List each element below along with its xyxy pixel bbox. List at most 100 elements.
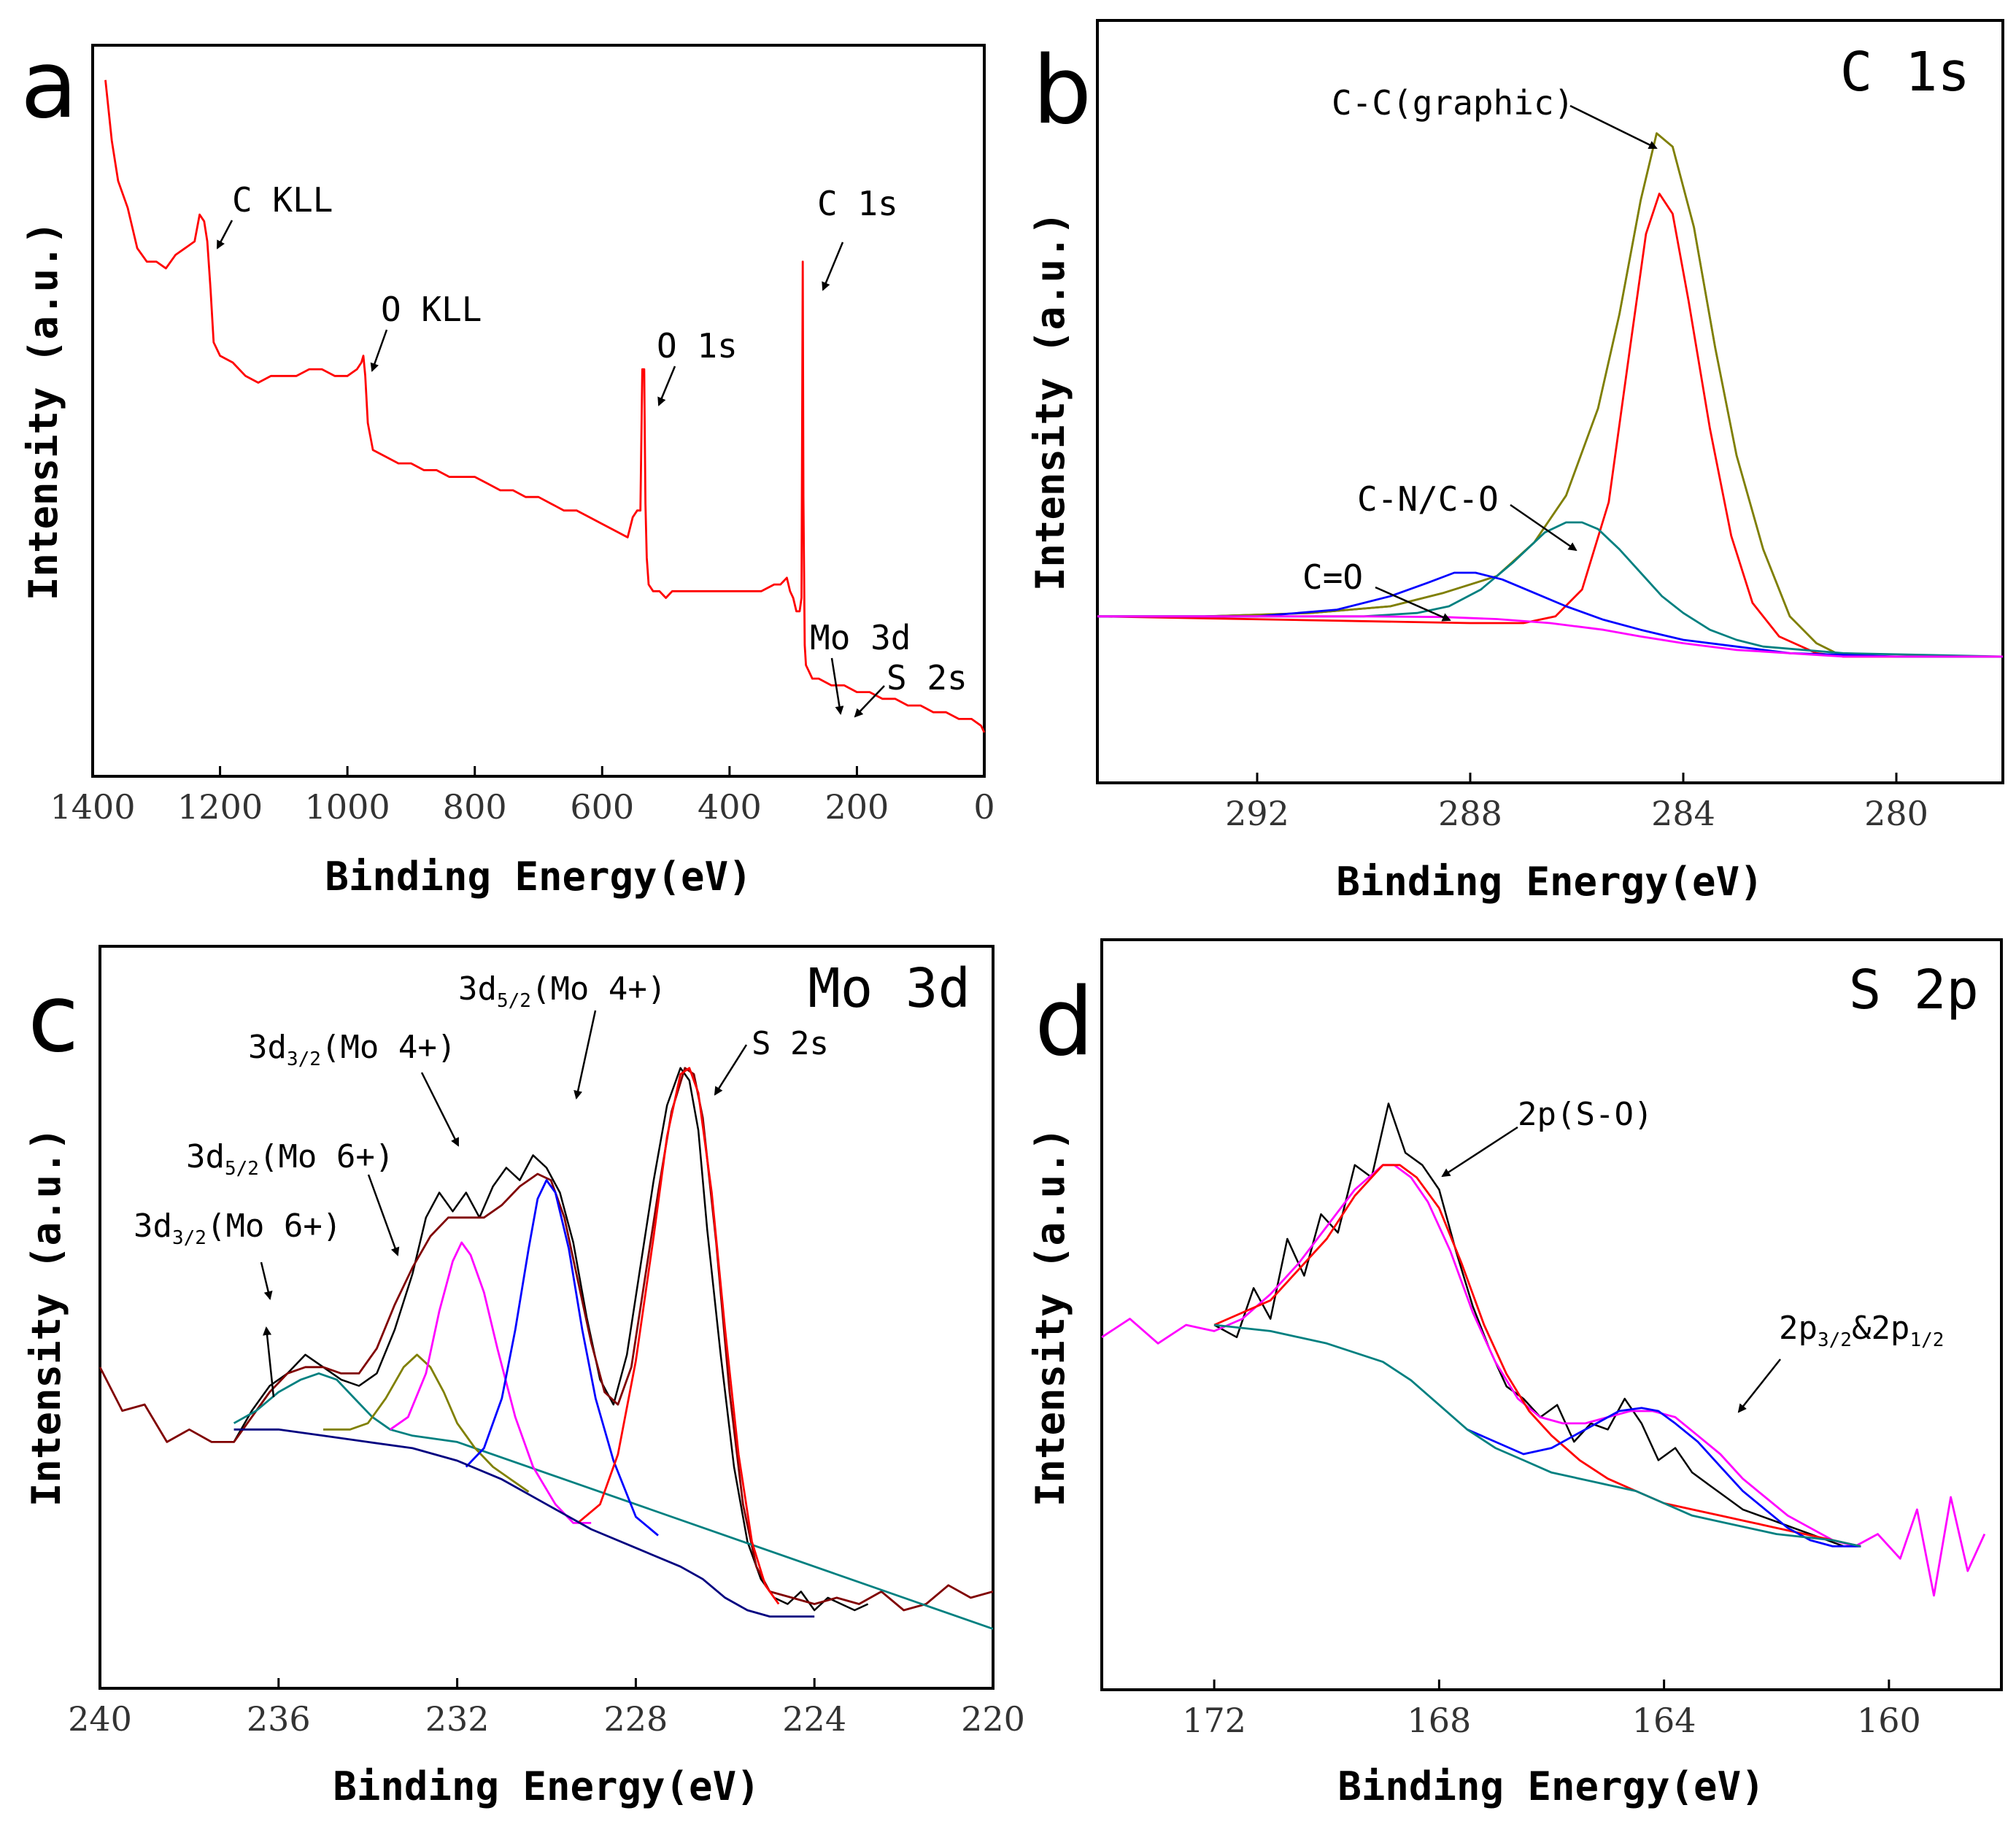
series-line-c-4 bbox=[389, 1241, 592, 1524]
arrow-s-2s bbox=[854, 685, 885, 718]
label-3d52-mo6: 3d5/2(Mo 6+) bbox=[186, 1138, 394, 1180]
x-tick-label-b-2: 284 bbox=[1651, 794, 1715, 833]
annotations-b: C-C(graphic) C-N/C-O C=O bbox=[1302, 83, 1658, 622]
curves-c bbox=[99, 1067, 994, 1630]
panel-c-title: Mo 3d bbox=[808, 957, 970, 1020]
arrow-s2s-c bbox=[714, 1044, 748, 1096]
series-line-c-5 bbox=[465, 1179, 659, 1537]
xlabel-c: Binding Energy(eV) bbox=[333, 1763, 760, 1809]
x-tick-label-c-2: 232 bbox=[425, 1699, 490, 1739]
x-tick-label-d-1: 168 bbox=[1407, 1701, 1471, 1740]
x-tick-label-a-3: 800 bbox=[443, 787, 507, 827]
label-2p-so: 2p(S-O) bbox=[1518, 1096, 1653, 1133]
panel-letter-c: c bbox=[28, 965, 79, 1073]
x-tick-label-a-4: 600 bbox=[570, 787, 634, 827]
label-c-kll: C KLL bbox=[232, 180, 333, 220]
series-line-b-3 bbox=[1097, 521, 2004, 658]
curves-a bbox=[104, 80, 986, 733]
ylabel-b: Intensity (a.u.) bbox=[1027, 212, 1073, 591]
xlabel-b: Binding Energy(eV) bbox=[1336, 859, 1763, 905]
x-ticks-c: 240 236 232 228 224 220 bbox=[68, 1678, 1025, 1739]
arrow-mo-3d bbox=[830, 657, 844, 715]
label-cn-co: C-N/C-O bbox=[1357, 479, 1499, 519]
x-tick-label-b-3: 280 bbox=[1864, 794, 1928, 833]
series-line-b-5 bbox=[1097, 615, 2003, 658]
ylabel-a: Intensity (a.u.) bbox=[20, 221, 66, 600]
series-line-d-2 bbox=[1213, 1164, 1861, 1547]
series-line-c-6 bbox=[576, 1067, 780, 1605]
x-tick-label-a-0: 1400 bbox=[50, 787, 135, 827]
x-tick-label-a-5: 400 bbox=[698, 787, 762, 827]
label-2p32-2p12: 2p3/2&2p1/2 bbox=[1779, 1310, 1944, 1351]
plot-frame-d bbox=[1100, 938, 2003, 1691]
x-tick-label-d-2: 164 bbox=[1632, 1701, 1696, 1740]
arrow-3d32-mo6 bbox=[260, 1261, 273, 1300]
x-tick-label-c-4: 224 bbox=[782, 1699, 846, 1739]
series-line-c-3 bbox=[323, 1353, 530, 1493]
series-line-b-1 bbox=[1097, 132, 2003, 658]
x-tick-label-b-1: 288 bbox=[1438, 794, 1502, 833]
series-line-c-1 bbox=[99, 1067, 994, 1612]
plot-frame-a bbox=[91, 44, 986, 778]
x-tick-label-a-1: 1200 bbox=[177, 787, 263, 827]
annotations-a: C KLL O KLL O 1s C 1s Mo 3d S 2s bbox=[216, 180, 968, 718]
panel-letter-b: b bbox=[1032, 36, 1092, 145]
label-s2s-c: S 2s bbox=[752, 1025, 829, 1062]
ylabel-d: Intensity (a.u.) bbox=[1027, 1127, 1073, 1507]
label-o-kll: O KLL bbox=[381, 290, 482, 329]
panel-letter-a: a bbox=[20, 31, 77, 139]
label-cc-graphic: C-C(graphic) bbox=[1332, 83, 1574, 123]
arrow-3d32-mo4 bbox=[420, 1072, 460, 1147]
x-tick-label-d-0: 172 bbox=[1182, 1701, 1246, 1740]
arrow-c-1s bbox=[822, 241, 844, 291]
xlabel-a: Binding Energy(eV) bbox=[325, 854, 752, 900]
series-line-b-4 bbox=[1097, 571, 2003, 658]
series-line-d-0 bbox=[1213, 1102, 1861, 1547]
arrow-3d52-mo4 bbox=[573, 1010, 597, 1100]
x-tick-label-c-1: 236 bbox=[247, 1699, 311, 1739]
label-c-eq-o: C=O bbox=[1302, 557, 1363, 597]
arrow-o-kll bbox=[370, 329, 388, 372]
arrow-2p-so bbox=[1441, 1126, 1518, 1178]
arrow-cn-co bbox=[1510, 503, 1577, 552]
panel-b-title: C 1s bbox=[1840, 41, 1970, 104]
label-3d32-mo4: 3d3/2(Mo 4+) bbox=[248, 1029, 456, 1070]
label-o-1s: O 1s bbox=[657, 326, 738, 366]
x-tick-label-c-5: 220 bbox=[961, 1699, 1025, 1739]
x-tick-label-a-2: 1000 bbox=[305, 787, 390, 827]
arrow-2p32-2p12 bbox=[1737, 1359, 1781, 1413]
curves-b bbox=[1097, 132, 2004, 658]
panel-d-title: S 2p bbox=[1849, 959, 1979, 1021]
series-line-d-4 bbox=[1213, 1323, 1861, 1547]
plot-frame-b bbox=[1096, 19, 2004, 784]
panel-letter-d: d bbox=[1035, 968, 1094, 1077]
series-line-d-1 bbox=[1101, 1164, 1986, 1597]
arrow-c-eq-o bbox=[1375, 586, 1451, 622]
curves-d bbox=[1101, 1102, 1986, 1597]
series-line-c-2 bbox=[233, 1372, 994, 1630]
x-ticks-a: 1400 1200 1000 800 600 400 200 0 bbox=[50, 766, 995, 827]
plot-frame-c bbox=[99, 945, 995, 1690]
arrow-c-kll bbox=[216, 220, 233, 250]
label-c-1s: C 1s bbox=[817, 184, 898, 223]
x-tick-label-a-6: 200 bbox=[825, 787, 889, 827]
arrow-o-1s bbox=[657, 366, 676, 406]
label-s-2s: S 2s bbox=[887, 658, 968, 697]
series-line-d-3 bbox=[1467, 1407, 1861, 1547]
x-tick-label-c-3: 228 bbox=[603, 1699, 668, 1739]
ylabel-c: Intensity (a.u.) bbox=[23, 1127, 69, 1507]
xlabel-d: Binding Energy(eV) bbox=[1337, 1763, 1764, 1809]
series-line-b-2 bbox=[1097, 192, 2003, 658]
arrow-3d32-mo6-lower bbox=[263, 1326, 275, 1398]
arrow-3d52-mo6 bbox=[367, 1174, 400, 1256]
x-ticks-d: 172 168 164 160 bbox=[1182, 1680, 1921, 1740]
label-3d52-mo4: 3d5/2(Mo 4+) bbox=[458, 970, 666, 1012]
x-tick-label-a-7: 0 bbox=[973, 787, 995, 827]
x-ticks-b: 292 288 284 280 bbox=[1225, 773, 1928, 833]
annotations-c: 3d3/2(Mo 6+) 3d5/2(Mo 6+) 3d3/2(Mo 4+) 3… bbox=[134, 970, 829, 1398]
x-tick-label-d-3: 160 bbox=[1857, 1701, 1921, 1740]
series-line-b-0 bbox=[1097, 132, 2003, 658]
x-tick-label-b-0: 292 bbox=[1225, 794, 1289, 833]
label-3d32-mo6: 3d3/2(Mo 6+) bbox=[134, 1207, 341, 1249]
